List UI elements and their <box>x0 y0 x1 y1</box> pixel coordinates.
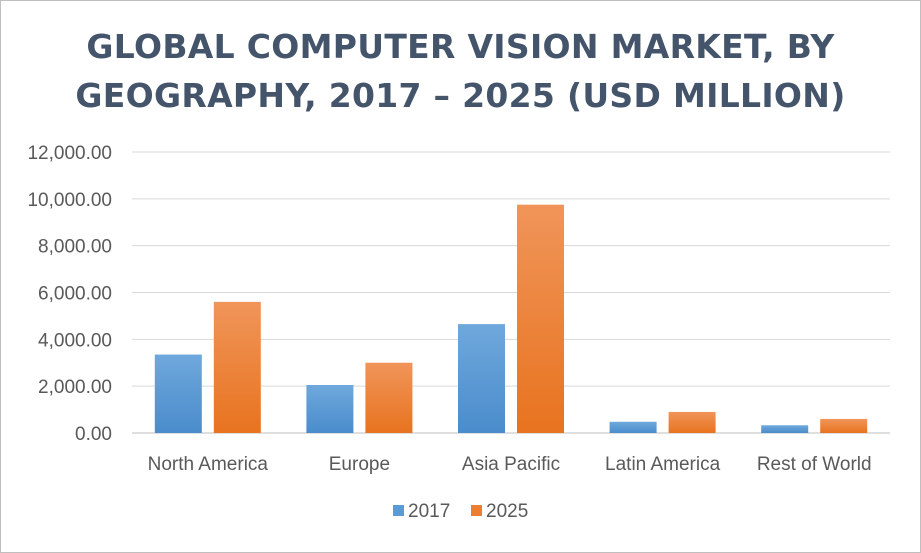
y-tick-label: 8,000.00 <box>38 237 112 258</box>
legend-label: 2025 <box>486 501 528 522</box>
y-tick-label: 10,000.00 <box>27 190 112 211</box>
bar-2025-latin-america <box>668 411 716 433</box>
chart-title-line-2: GEOGRAPHY, 2017 – 2025 (USD MILLION) <box>75 76 846 115</box>
y-axis-ticks: 0.00 2,000.00 4,000.00 6,000.00 8,000.00 10,0… <box>27 143 112 445</box>
y-tick-label: 0.00 <box>75 424 112 445</box>
category-label: Latin America <box>605 454 721 475</box>
y-tick-label: 6,000.00 <box>38 284 112 305</box>
chart-title-line-1: GLOBAL COMPUTER VISION MARKET, BY <box>86 27 835 66</box>
legend-label: 2017 <box>408 501 450 522</box>
category-label: Rest of World <box>757 454 872 475</box>
category-labels: North America Europe Asia Pacific Latin Ame… <box>148 454 872 475</box>
y-tick-label: 2,000.00 <box>38 377 112 398</box>
category-label: North America <box>148 454 269 475</box>
category-label: Asia Pacific <box>462 454 560 475</box>
bar-2025-asia-pacific <box>517 204 564 433</box>
legend-swatch <box>393 505 404 516</box>
bar-2017-europe <box>306 384 354 433</box>
bar-2017-asia-pacific <box>458 324 505 433</box>
bar-2025-rest-of-world <box>820 418 868 433</box>
bar-2017-north-america <box>154 354 202 433</box>
bar-2025-europe <box>365 362 413 433</box>
legend: 2017 2025 <box>393 501 528 522</box>
y-tick-label: 4,000.00 <box>38 330 112 351</box>
y-tick-label: 12,000.00 <box>27 143 112 164</box>
bar-2017-latin-america <box>609 421 657 433</box>
bar-2025-north-america <box>213 301 261 433</box>
chart-title: GLOBAL COMPUTER VISION MARKET, BY GEOGRA… <box>0 22 921 120</box>
legend-swatch <box>471 505 482 516</box>
bars <box>154 204 868 433</box>
bar-2017-rest-of-world <box>761 425 809 433</box>
category-label: Europe <box>329 454 390 475</box>
